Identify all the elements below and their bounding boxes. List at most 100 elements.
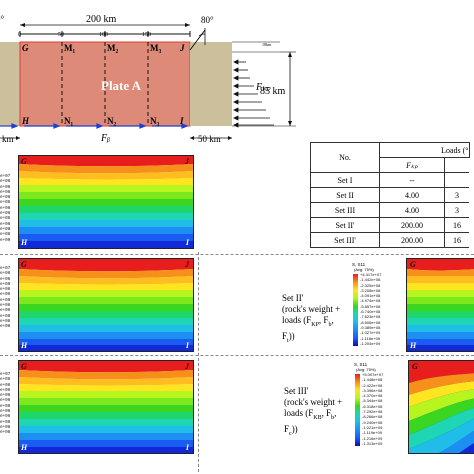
bottom-left-dim-arrow bbox=[16, 136, 20, 140]
legend-value: -1.204e+09 bbox=[360, 340, 381, 346]
corner-g: G bbox=[21, 157, 27, 166]
tick-label-100: 100 bbox=[99, 32, 108, 38]
tick-label: e+06 bbox=[0, 419, 11, 425]
vertical-separator bbox=[198, 252, 199, 472]
contour-panel-set-ii-prime-detail: G H bbox=[406, 258, 474, 352]
caption-sub: c bbox=[289, 430, 292, 437]
table-cell-next: 16 bbox=[444, 217, 469, 233]
legend-value: -1.448e+08 bbox=[362, 377, 383, 383]
legend-value: +4.417e+07 bbox=[360, 272, 382, 277]
caption-sub: b bbox=[328, 321, 332, 328]
tick-label: e+06 bbox=[0, 205, 11, 211]
table-cell-next: 3 bbox=[444, 202, 469, 218]
separator-2 bbox=[0, 355, 474, 356]
caption-sub: t bbox=[287, 337, 289, 344]
tick-label: e+06 bbox=[0, 189, 11, 195]
legend-value: -5.857e+08 bbox=[360, 303, 381, 309]
legend-value: -2.325e+08 bbox=[360, 282, 381, 288]
tick-label-50: 50 bbox=[58, 32, 64, 38]
contour-bands bbox=[19, 361, 193, 453]
caption-text: , F bbox=[318, 315, 329, 325]
legend-value: +5.007e+07 bbox=[362, 372, 384, 377]
legend-value: -4.974e+08 bbox=[360, 298, 381, 304]
tick-label: e+08 bbox=[0, 430, 11, 436]
contour-bands bbox=[407, 259, 474, 351]
tick-label: e+06 bbox=[0, 179, 11, 185]
tick-label: e+06 bbox=[0, 403, 11, 409]
corner-j: J bbox=[185, 260, 189, 269]
caption-text: , F bbox=[321, 408, 332, 418]
node-m2-label: M₂ bbox=[107, 43, 119, 53]
legend-value: -9.240e+08 bbox=[362, 419, 383, 425]
loads-table: No. Loads (° Fₖₚ Set I -- Set II 4.00 3 … bbox=[310, 142, 470, 248]
legend-set-ii-prime: S, S11 (Avg: 75%) +4.417e+07 -1.442e+08 … bbox=[348, 262, 406, 350]
panel1-left-ticks: e+07 e+06 e+06 e+06 e+06 e+06 e+06 e+06 … bbox=[0, 174, 10, 243]
slope-line bbox=[189, 29, 206, 51]
legend-value: -1.216e+09 bbox=[362, 435, 383, 441]
legend-avg: (Avg: 75%) bbox=[356, 367, 376, 372]
contour-bands bbox=[409, 361, 474, 453]
legend-value: -8.506e+08 bbox=[360, 319, 381, 325]
table-row: Set I -- bbox=[310, 172, 469, 188]
node-m3-label: M₃ bbox=[150, 43, 162, 53]
legend-set-iii-prime: S, S11 (Avg: 75%) +5.007e+07 -1.448e+08 … bbox=[350, 362, 408, 452]
legend-value: -1.116e+09 bbox=[360, 335, 381, 341]
caption-line-1: Set II' bbox=[282, 293, 304, 303]
tick-label: e+08 bbox=[0, 324, 11, 330]
table-cell-no: Set II bbox=[310, 187, 380, 203]
corner-h: H bbox=[21, 341, 28, 350]
corner-h: H bbox=[21, 238, 28, 247]
legend-value: -7.292e+08 bbox=[362, 409, 383, 415]
legend-values: +5.007e+07 -1.448e+08 -2.422e+08 -3.396e… bbox=[362, 372, 383, 446]
tick-label-150: 150 bbox=[142, 32, 151, 38]
caption-sub: b bbox=[331, 414, 335, 421]
width-arrow-right bbox=[185, 23, 190, 27]
tick-label: e+06 bbox=[0, 398, 11, 404]
tick-label: e+06 bbox=[0, 393, 11, 399]
table-subheader-next bbox=[444, 157, 469, 173]
table-cell-no: Set II' bbox=[310, 217, 380, 233]
corner-g: G bbox=[21, 362, 27, 371]
legend-value: -1.119e+09 bbox=[362, 430, 383, 436]
schematic: 0° 80° 200 km 0 50 100 150 G M₁ M₂ M₃ J … bbox=[0, 0, 300, 150]
caption-line-3: loads (FKP, Fb, bbox=[282, 315, 340, 331]
caption-sub: KB bbox=[313, 414, 322, 421]
caption-text: , bbox=[331, 315, 334, 325]
tick-label: e+08 bbox=[0, 232, 11, 238]
node-n2-label: N₂ bbox=[107, 116, 117, 126]
corner-g: G bbox=[410, 260, 416, 269]
height-label: 85 km bbox=[260, 86, 286, 97]
legend-colorbar bbox=[355, 374, 360, 446]
table-cell-fkp: 200.00 bbox=[379, 232, 445, 248]
legend-value: -9.389e+08 bbox=[360, 324, 381, 330]
legend-value: -6.740e+08 bbox=[360, 309, 381, 315]
separator-1 bbox=[0, 254, 474, 255]
tick-label: e+08 bbox=[0, 226, 11, 232]
km-left-label: km bbox=[2, 134, 14, 144]
tick-label: e+06 bbox=[0, 409, 11, 415]
bottom-right-dim-arrow-l bbox=[190, 136, 194, 140]
tick-label: e+08 bbox=[0, 424, 11, 430]
tick-label: e+06 bbox=[0, 297, 11, 303]
legend-value: -8.266e+08 bbox=[362, 414, 383, 420]
fb-label: Fᵦ bbox=[101, 133, 110, 144]
contour-svg bbox=[19, 259, 193, 351]
legend-value: -6.318e+08 bbox=[362, 403, 383, 409]
node-j-label: J bbox=[180, 43, 185, 53]
caption-text: F bbox=[282, 330, 288, 341]
legend-value: -7.623e+08 bbox=[360, 314, 381, 320]
tick-label: e+06 bbox=[0, 271, 11, 277]
caption-text: )) bbox=[291, 423, 298, 434]
tick-label: e+06 bbox=[0, 216, 11, 222]
table-cell-no: Set III' bbox=[310, 232, 380, 248]
width-arrow-left bbox=[20, 23, 25, 27]
table-row: Set II 4.00 3 bbox=[310, 187, 469, 203]
legend-value: -2.422e+08 bbox=[362, 382, 383, 388]
table-header-no: No. bbox=[310, 142, 380, 173]
contour-bands bbox=[19, 156, 193, 248]
left-rock-block bbox=[0, 42, 20, 126]
table-subheader-fkp: Fₖₚ bbox=[379, 157, 445, 173]
right-rock-block bbox=[190, 42, 232, 126]
angle-left-label: 0° bbox=[0, 14, 5, 24]
caption-sub: KP bbox=[311, 321, 319, 328]
